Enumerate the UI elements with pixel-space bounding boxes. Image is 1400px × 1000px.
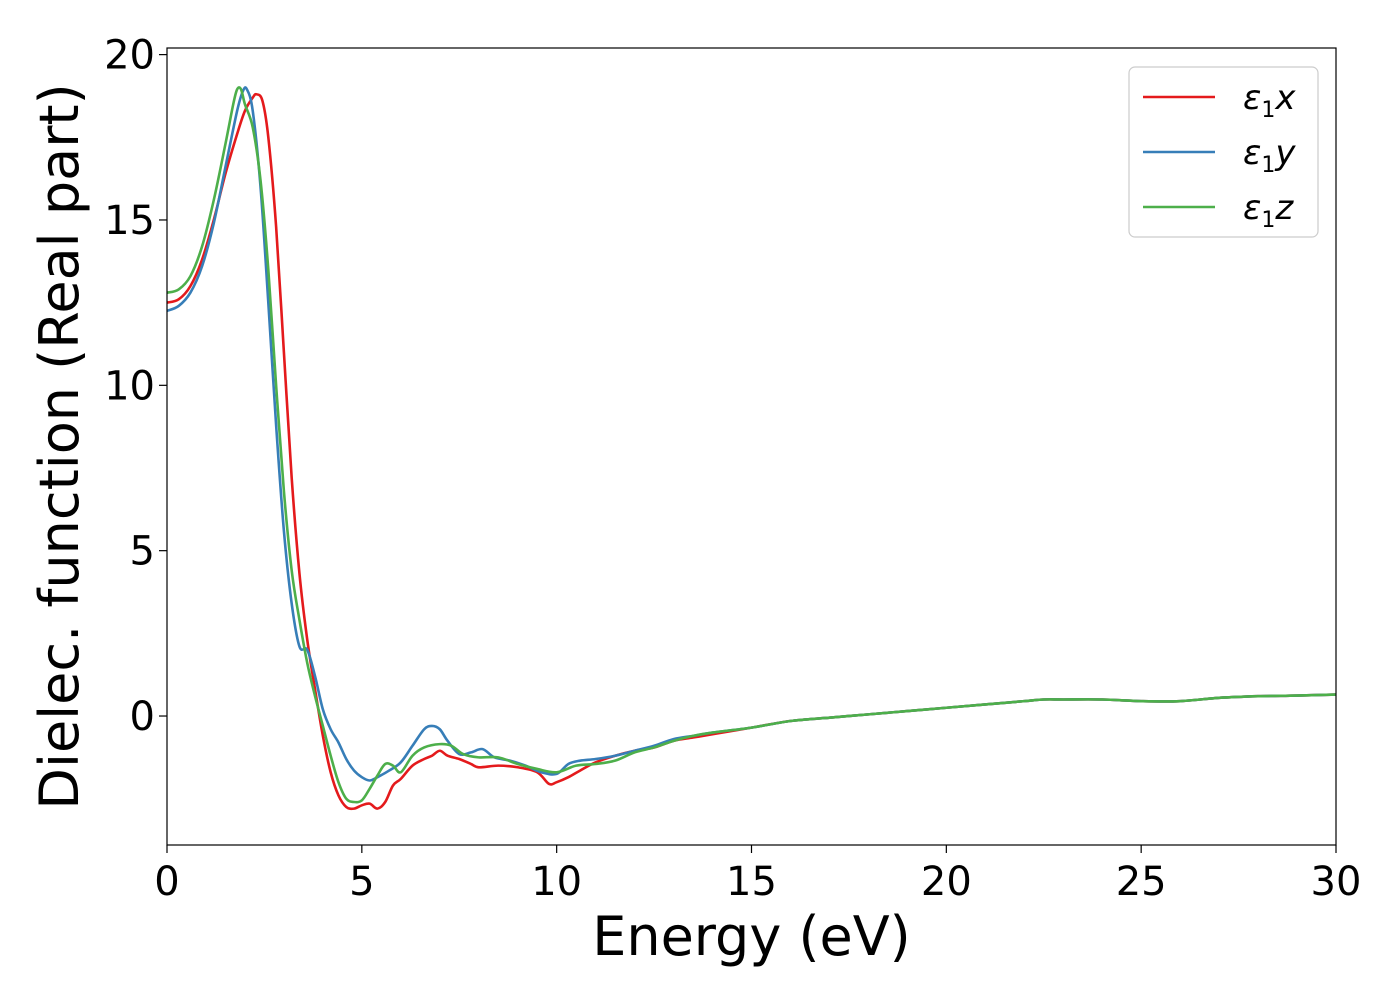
x-tick-label: 10 <box>531 859 582 905</box>
x-axis-title: Energy (eV) <box>592 905 911 968</box>
legend-label-x: ε1x <box>1243 78 1296 123</box>
legend-box <box>1128 66 1319 238</box>
x-tick-label: 20 <box>921 859 972 905</box>
legend-label-z: ε1z <box>1243 188 1294 233</box>
x-tick-label: 15 <box>726 859 777 905</box>
legend-label-y: ε1y <box>1243 133 1296 178</box>
series-line-z <box>167 86 1336 804</box>
y-tick-label: 15 <box>104 198 155 244</box>
y-axis: 0 5 10 15 20 <box>104 33 167 740</box>
y-axis-title: Dielec. function (Real part) <box>28 83 91 809</box>
legend: ε1x ε1y ε1z <box>1128 66 1319 238</box>
y-tick-label: 0 <box>130 694 155 740</box>
x-tick-label: 30 <box>1311 859 1362 905</box>
x-tick-label: 5 <box>349 859 374 905</box>
y-tick-label: 5 <box>130 529 155 575</box>
x-tick-label: 0 <box>154 859 179 905</box>
y-tick-label: 10 <box>104 363 155 409</box>
x-axis: 0 5 10 15 20 25 30 <box>154 845 1361 905</box>
series-layer <box>167 86 1336 811</box>
y-tick-label: 20 <box>104 33 155 79</box>
x-tick-label: 25 <box>1116 859 1167 905</box>
